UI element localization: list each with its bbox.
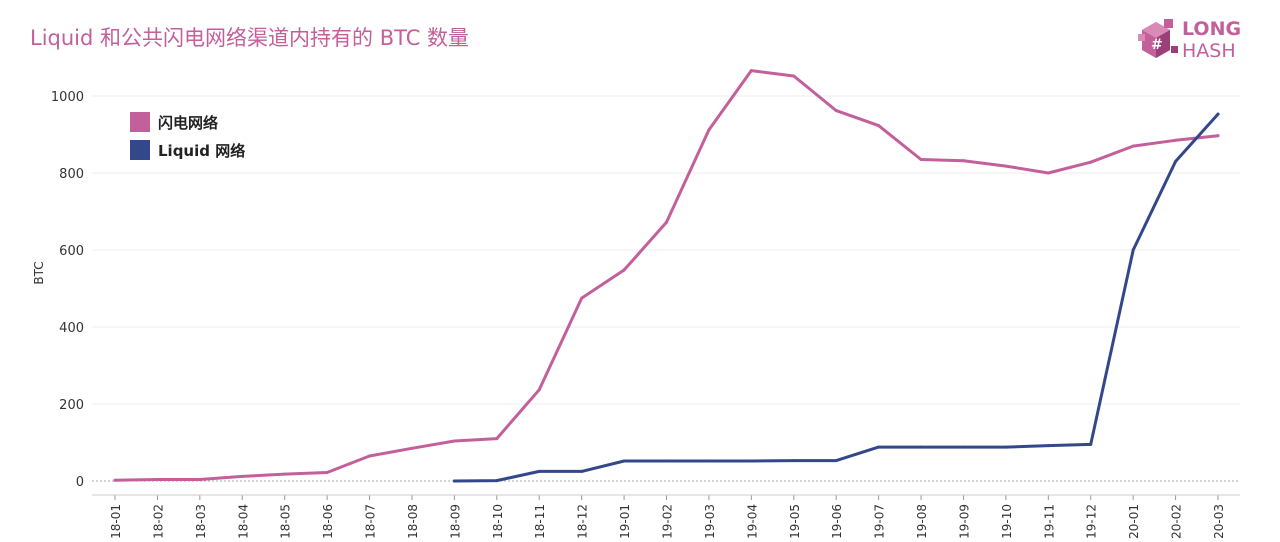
longhash-logo: # LONG HASH <box>1138 16 1268 64</box>
data-point <box>1131 248 1135 252</box>
data-point <box>1131 144 1135 148</box>
chart-title: Liquid 和公共闪电网络渠道内持有的 BTC 数量 <box>30 26 470 50</box>
data-point <box>1004 445 1008 449</box>
y-axis-label: BTC <box>32 261 46 284</box>
x-tick-label: 18-03 <box>194 504 208 539</box>
data-point <box>1216 112 1220 116</box>
x-tick-label: 18-08 <box>406 504 420 539</box>
x-tick-label: 20-01 <box>1127 504 1141 539</box>
y-tick-label: 1000 <box>51 90 84 105</box>
legend-label: Liquid 网络 <box>158 142 245 160</box>
x-tick-label: 19-05 <box>788 504 802 539</box>
data-point <box>1004 164 1008 168</box>
legend-swatch <box>130 140 150 160</box>
x-tick-label: 18-02 <box>151 504 165 539</box>
x-tick-label: 19-12 <box>1085 504 1099 539</box>
data-point <box>961 159 965 163</box>
data-point <box>1174 159 1178 163</box>
data-point <box>1046 444 1050 448</box>
x-tick-label: 18-01 <box>109 504 123 539</box>
x-tick-label: 18-04 <box>236 504 250 539</box>
data-point <box>877 445 881 449</box>
data-point <box>1089 442 1093 446</box>
data-point <box>622 268 626 272</box>
x-tick-label: 19-07 <box>873 504 887 539</box>
x-tick-label: 19-09 <box>957 504 971 539</box>
data-point <box>1089 160 1093 164</box>
data-point <box>665 220 668 224</box>
data-point <box>537 469 541 473</box>
x-tick-label: 18-06 <box>321 504 335 539</box>
data-point <box>1174 138 1178 142</box>
x-tick-label: 18-11 <box>533 504 547 539</box>
data-point <box>240 474 244 478</box>
data-point <box>452 479 456 483</box>
data-point <box>410 446 414 450</box>
legend-label: 闪电网络 <box>158 114 218 132</box>
data-point <box>113 478 117 482</box>
data-point <box>834 459 838 463</box>
x-tick-label: 19-10 <box>1000 504 1014 539</box>
legend-swatch <box>130 112 150 132</box>
data-point <box>155 477 159 481</box>
data-point <box>622 459 626 463</box>
x-tick-label: 18-09 <box>448 504 462 539</box>
y-tick-label: 0 <box>76 475 84 490</box>
data-point <box>1216 134 1220 138</box>
data-point <box>665 459 668 463</box>
x-tick-label: 20-03 <box>1212 504 1226 539</box>
svg-text:#: # <box>1151 37 1163 53</box>
data-point <box>749 459 753 463</box>
data-point <box>495 437 499 441</box>
x-tick-label: 18-07 <box>364 504 378 539</box>
data-point <box>707 128 711 132</box>
x-tick-label: 18-05 <box>279 504 293 539</box>
data-point <box>368 454 372 458</box>
data-point <box>749 69 753 73</box>
x-tick-label: 19-04 <box>745 504 759 539</box>
x-tick-label: 20-02 <box>1170 504 1184 539</box>
x-tick-label: 19-02 <box>661 504 675 539</box>
data-point <box>834 109 838 113</box>
x-tick-label: 19-03 <box>703 504 717 539</box>
data-point <box>961 445 965 449</box>
y-tick-label: 800 <box>59 167 84 182</box>
logo-text-hash: HASH <box>1182 40 1236 62</box>
series-line-1 <box>452 112 1220 483</box>
logo-text-long: LONG <box>1182 18 1242 40</box>
data-point <box>877 124 881 128</box>
series-line-0 <box>113 69 1220 482</box>
data-point <box>495 479 499 483</box>
data-point <box>198 477 202 481</box>
x-tick-label: 19-11 <box>1042 504 1056 539</box>
data-point <box>707 459 711 463</box>
longhash-logo-icon: # <box>1138 19 1178 58</box>
x-tick-label: 19-01 <box>618 504 632 539</box>
data-point <box>792 459 796 463</box>
x-tick-label: 19-08 <box>915 504 929 539</box>
data-point <box>537 388 541 392</box>
data-point <box>1046 171 1050 175</box>
y-tick-label: 400 <box>59 321 84 336</box>
x-tick-label: 18-12 <box>576 504 590 539</box>
y-tick-label: 600 <box>59 244 84 259</box>
data-point <box>452 439 456 443</box>
data-point <box>325 471 329 475</box>
y-tick-label: 200 <box>59 398 84 413</box>
data-point <box>919 158 923 162</box>
x-tick-label: 18-10 <box>491 504 505 539</box>
data-point <box>792 74 796 78</box>
data-point <box>283 472 287 476</box>
data-point <box>580 469 584 473</box>
data-point <box>580 296 584 300</box>
x-tick-label: 19-06 <box>830 504 844 539</box>
data-point <box>919 445 923 449</box>
